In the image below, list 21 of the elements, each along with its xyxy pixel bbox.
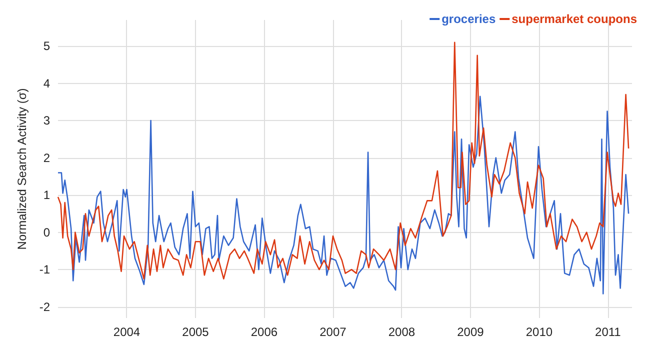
line-series	[57, 96, 630, 294]
x-tick-label: 2009	[457, 325, 484, 339]
x-tick-label: 2008	[388, 325, 416, 339]
x-tick-label: 2005	[182, 325, 210, 339]
y-tick-label: 5	[43, 39, 50, 54]
x-tick-label: 2006	[250, 325, 278, 339]
y-axis-title: Normalized Search Activity (σ)	[15, 88, 29, 250]
x-tick-label: 2010	[526, 325, 553, 339]
y-tick-label: -1	[39, 262, 50, 277]
y-tick-label: 0	[43, 225, 50, 240]
legend-label: supermarket coupons	[512, 12, 638, 26]
legend-label: groceries	[442, 12, 496, 26]
x-tick-label: 2007	[320, 325, 347, 339]
y-tick-label: 4	[43, 76, 50, 90]
x-tick-label: 2004	[113, 325, 140, 339]
y-tick-label: -2	[39, 300, 50, 314]
line-series	[57, 42, 630, 280]
x-tick-label: 2011	[595, 325, 622, 339]
y-tick-label: 1	[43, 188, 50, 202]
y-tick-label: 3	[43, 114, 50, 128]
y-tick-label: 2	[43, 150, 50, 165]
